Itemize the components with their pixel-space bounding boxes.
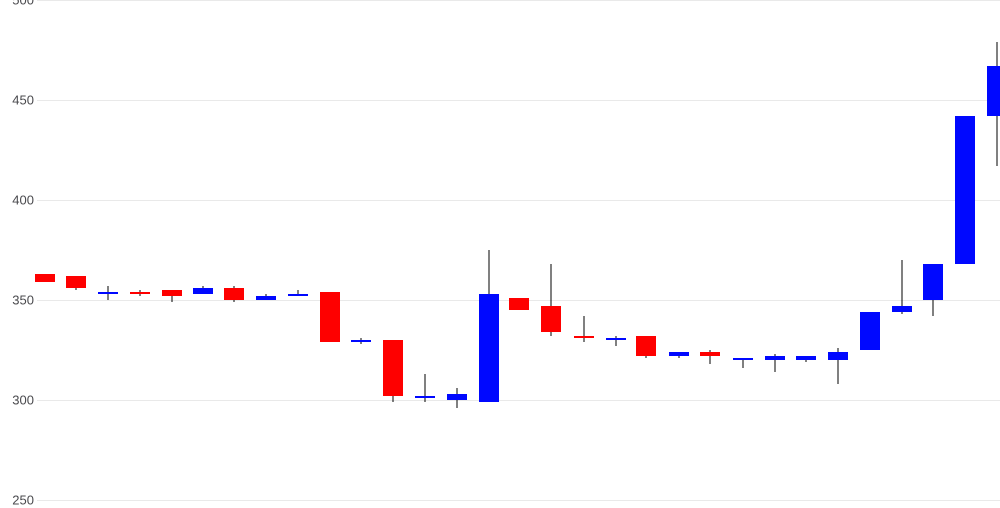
candle — [383, 0, 403, 500]
candle-body — [162, 290, 182, 296]
candle — [415, 0, 435, 500]
candle-body — [636, 336, 656, 356]
candle-body — [828, 352, 848, 360]
candle — [479, 0, 499, 500]
y-axis-label: 400 — [0, 194, 34, 207]
candle — [130, 0, 150, 500]
candle — [987, 0, 1000, 500]
candle — [606, 0, 626, 500]
candle-body — [987, 66, 1000, 116]
candle-body — [860, 312, 880, 350]
candle-body — [447, 394, 467, 400]
y-axis-label: 300 — [0, 394, 34, 407]
candle-body — [509, 298, 529, 310]
candle-body — [733, 358, 753, 360]
candle — [66, 0, 86, 500]
candle — [733, 0, 753, 500]
candle — [669, 0, 689, 500]
candle — [828, 0, 848, 500]
candle — [796, 0, 816, 500]
candle-body — [224, 288, 244, 300]
y-axis-label: 250 — [0, 494, 34, 507]
candle — [162, 0, 182, 500]
candle-body — [130, 292, 150, 294]
candle-body — [193, 288, 213, 294]
candle — [574, 0, 594, 500]
candle — [288, 0, 308, 500]
candle — [860, 0, 880, 500]
candle-body — [288, 294, 308, 296]
candle-body — [415, 396, 435, 398]
candle — [923, 0, 943, 500]
candle-body — [700, 352, 720, 356]
candle — [193, 0, 213, 500]
candle-body — [351, 340, 371, 342]
candle — [224, 0, 244, 500]
candle — [256, 0, 276, 500]
y-axis-label: 450 — [0, 94, 34, 107]
y-axis-label: 500 — [0, 0, 34, 7]
candle — [35, 0, 55, 500]
candle-body — [765, 356, 785, 360]
candle — [320, 0, 340, 500]
candle-body — [35, 274, 55, 282]
candlestick-chart: 250300350400450500 — [0, 0, 1000, 500]
candle — [955, 0, 975, 500]
candle-body — [923, 264, 943, 300]
candle — [636, 0, 656, 500]
candle-body — [479, 294, 499, 402]
candle — [700, 0, 720, 500]
candle — [509, 0, 529, 500]
candle — [98, 0, 118, 500]
candle-body — [955, 116, 975, 264]
candle-body — [606, 338, 626, 340]
candle — [892, 0, 912, 500]
candle-body — [669, 352, 689, 356]
candle-body — [256, 296, 276, 300]
candle — [447, 0, 467, 500]
plot-area: 250300350400450500 — [0, 0, 1000, 500]
candle — [541, 0, 561, 500]
y-axis-label: 350 — [0, 294, 34, 307]
candle — [765, 0, 785, 500]
candle-body — [383, 340, 403, 396]
candle-body — [98, 292, 118, 294]
candle-wick — [584, 316, 585, 342]
candle — [351, 0, 371, 500]
candle-body — [320, 292, 340, 342]
candle-body — [796, 356, 816, 360]
candle-body — [892, 306, 912, 312]
candle-body — [541, 306, 561, 332]
gridline — [37, 500, 1000, 501]
candle-body — [574, 336, 594, 338]
candle-body — [66, 276, 86, 288]
